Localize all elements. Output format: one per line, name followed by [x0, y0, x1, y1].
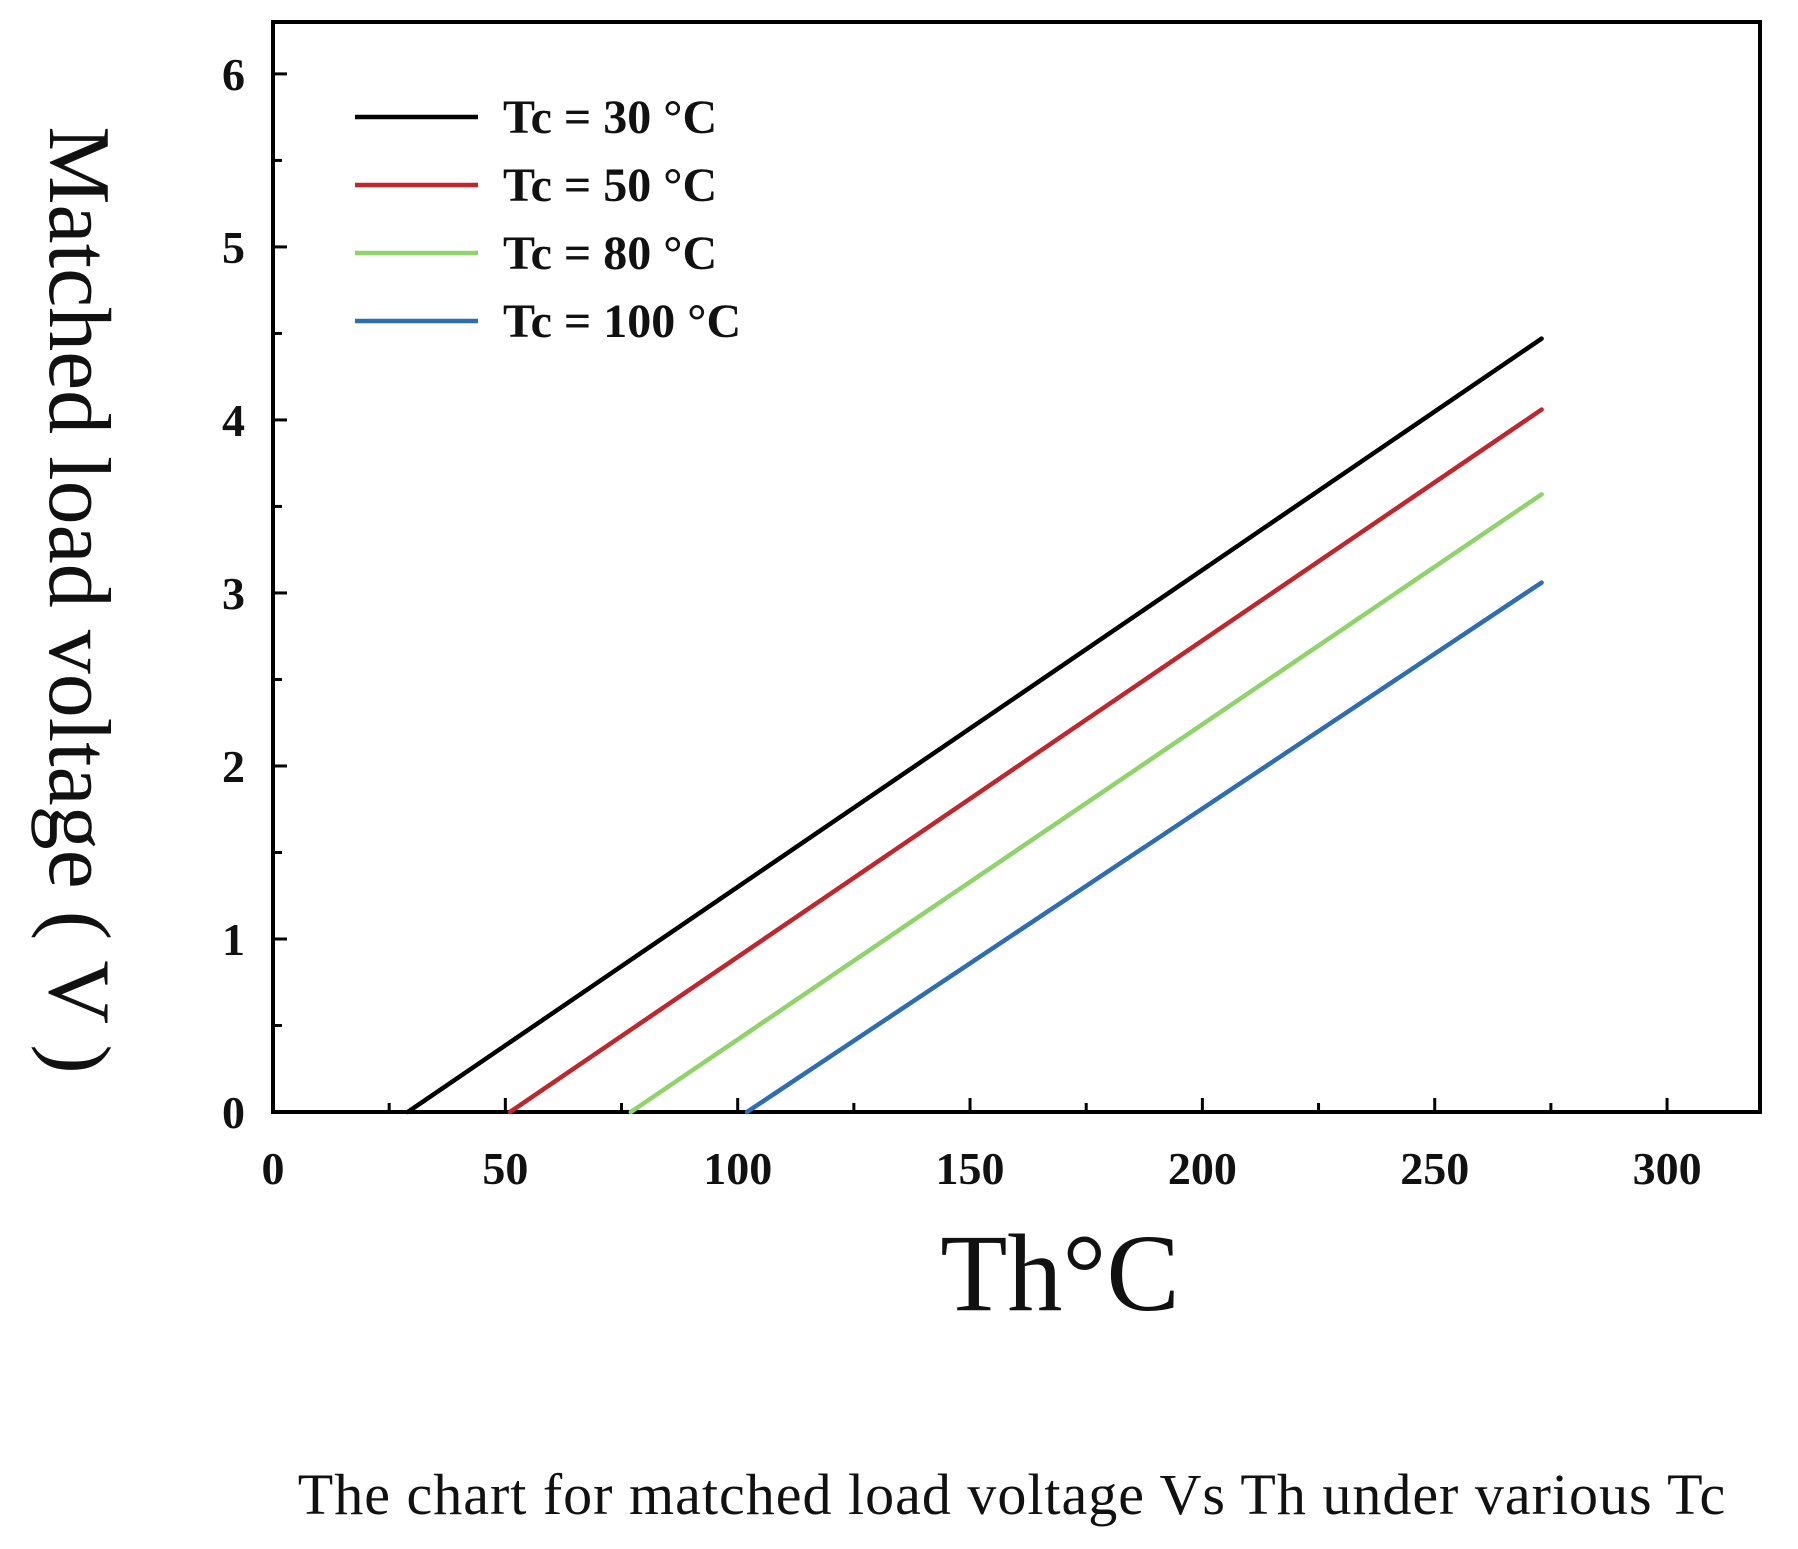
x-tick-label: 200: [1168, 1143, 1237, 1194]
legend-label-2: Tc = 50 °C: [503, 159, 717, 212]
legend-label-1: Tc = 30 °C: [503, 91, 717, 144]
y-tick-label: 2: [222, 741, 245, 792]
x-tick-label: 150: [936, 1143, 1005, 1194]
series-line-2: [507, 407, 1544, 1115]
legend-label-4: Tc = 100 °C: [503, 295, 741, 348]
y-tick-label: 6: [222, 49, 245, 100]
y-tick-label: 1: [222, 914, 245, 965]
x-tick-label: 100: [703, 1143, 772, 1194]
x-tick-label: 250: [1400, 1143, 1469, 1194]
series-line-1: [405, 336, 1544, 1115]
series-lines: [405, 336, 1544, 1115]
series-line-3: [628, 492, 1544, 1115]
y-axis-ticks: 0 1 2 3 4 5 6: [222, 49, 287, 1138]
y-tick-label: 5: [222, 222, 245, 273]
y-tick-label: 4: [222, 395, 245, 446]
legend-label-3: Tc = 80 °C: [503, 227, 717, 280]
legend: Tc = 30 °C Tc = 50 °C Tc = 80 °C Tc = 100 °…: [355, 91, 741, 348]
x-tick-label: 50: [482, 1143, 528, 1194]
chart-caption: The chart for matched load voltage Vs Th…: [298, 1462, 1726, 1527]
y-axis-title: Matched load voltage ( V ): [30, 126, 127, 1073]
x-tick-label: 0: [262, 1143, 285, 1194]
series-line-4: [744, 580, 1544, 1115]
x-axis-title: Th°C: [940, 1212, 1180, 1334]
y-tick-label: 3: [222, 568, 245, 619]
plot-frame: [271, 20, 1762, 1114]
x-axis-ticks: 0 50 100 150 200 250 300: [262, 1098, 1702, 1194]
x-tick-label: 300: [1633, 1143, 1702, 1194]
y-tick-label: 0: [222, 1087, 245, 1138]
